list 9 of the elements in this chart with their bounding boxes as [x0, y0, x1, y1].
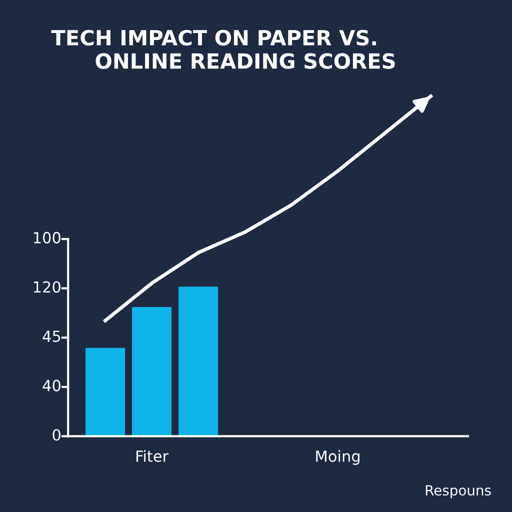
- x-tick-label: Moing: [316, 450, 360, 465]
- text: 40: [42, 380, 60, 392]
- text: 0: [52, 429, 60, 441]
- text: 120: [34, 281, 60, 293]
- text: 45: [42, 330, 60, 342]
- x-tick-label: Fiter: [136, 450, 169, 462]
- chart-title: TECH IMPACT ON PAPER VS. ONLINE READING SCORES: [51, 30, 395, 69]
- text: 100: [34, 232, 60, 244]
- text: Respouns: [426, 485, 491, 498]
